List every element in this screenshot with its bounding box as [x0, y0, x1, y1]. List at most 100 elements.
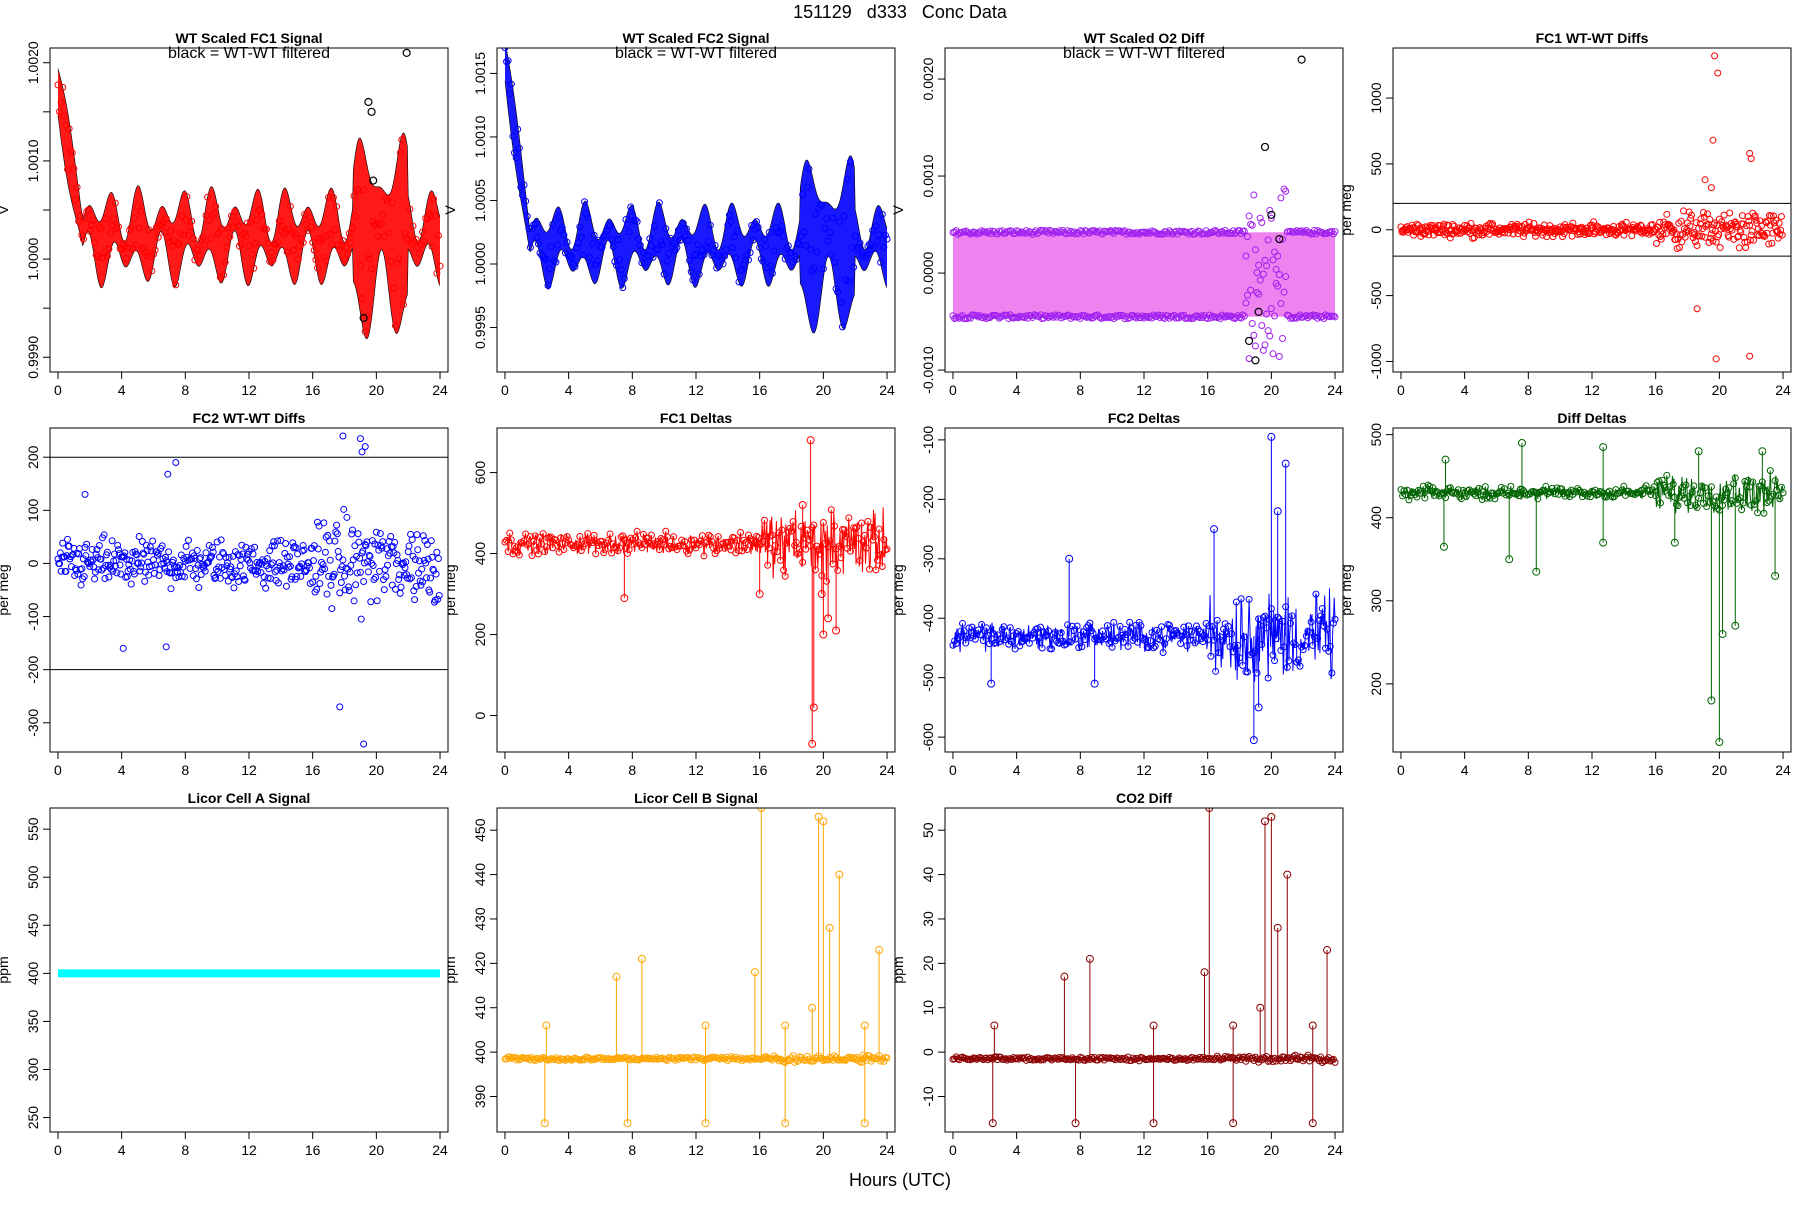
- filtered-point: [1254, 307, 1263, 316]
- data-point: [764, 561, 772, 569]
- data-point: [105, 245, 113, 253]
- data-point: [267, 249, 275, 257]
- data-point: [1142, 635, 1150, 643]
- y-tick-label: 550: [25, 817, 41, 841]
- data-point: [1181, 1055, 1189, 1063]
- data-point: [68, 551, 76, 559]
- data-point: [387, 257, 395, 265]
- x-tick-label: 16: [1200, 382, 1216, 398]
- spike-point: [612, 972, 621, 981]
- data-point: [1037, 1056, 1045, 1064]
- data-point: [512, 1056, 520, 1064]
- data-point: [740, 261, 748, 269]
- data-point: [827, 251, 835, 259]
- data-point: [1243, 1054, 1251, 1062]
- data-point: [1569, 219, 1577, 227]
- data-point: [1253, 269, 1261, 277]
- x-tick-label: 4: [565, 382, 573, 398]
- data-point: [313, 518, 321, 526]
- x-tick-label: 16: [752, 1142, 768, 1158]
- data-point: [745, 531, 753, 539]
- data-point: [1277, 194, 1285, 202]
- data-point: [251, 543, 259, 551]
- data-point: [1709, 237, 1717, 245]
- data-point: [313, 585, 321, 593]
- data-point: [102, 561, 110, 569]
- data-point: [286, 202, 294, 210]
- data-point: [1275, 352, 1283, 360]
- data-point: [612, 261, 620, 269]
- data-point: [1661, 484, 1669, 492]
- data-point: [286, 553, 294, 561]
- data-point: [1239, 311, 1247, 319]
- data-point: [1228, 630, 1236, 638]
- data-point: [413, 531, 421, 539]
- data-point: [525, 540, 533, 548]
- data-point: [600, 232, 608, 240]
- data-point: [1656, 218, 1664, 226]
- data-point: [1682, 481, 1690, 489]
- data-point: [1091, 227, 1099, 235]
- spike-point: [1210, 525, 1219, 534]
- filtered-point: [402, 48, 411, 58]
- y-tick-label: -300: [920, 545, 936, 573]
- spike-point: [1441, 455, 1450, 464]
- data-point: [396, 149, 404, 157]
- data-point: [282, 540, 290, 548]
- data-point: [1130, 230, 1138, 238]
- data-point: [606, 530, 614, 538]
- panel-title: Licor Cell B Signal: [634, 790, 758, 806]
- data-point: [1742, 483, 1750, 491]
- data-point: [652, 246, 660, 254]
- panel-diff-deltas: Diff Deltas per meg 0 4 8 12 16 20 24 200 300 400 50…: [1338, 410, 1792, 778]
- data-point: [1016, 642, 1024, 650]
- data-point: [91, 575, 99, 583]
- x-tick-label: 20: [1264, 1142, 1280, 1158]
- data-point: [873, 556, 881, 564]
- data-point: [321, 548, 329, 556]
- data-point: [372, 528, 380, 536]
- data-point: [1119, 638, 1127, 646]
- data-point: [546, 265, 554, 273]
- data-point: [111, 199, 119, 207]
- data-point: [687, 268, 695, 276]
- data-point: [1234, 1054, 1242, 1062]
- data-point: [197, 571, 205, 579]
- data-point: [220, 271, 228, 279]
- data-point: [326, 230, 334, 238]
- data-point: [600, 549, 608, 557]
- data-point: [738, 547, 746, 555]
- data-point: [880, 243, 888, 251]
- x-tick-label: 12: [1136, 762, 1152, 778]
- data-point: [354, 530, 362, 538]
- data-point: [703, 244, 711, 252]
- data-point: [124, 244, 132, 252]
- data-point: [366, 553, 374, 561]
- data-point: [321, 256, 329, 264]
- data-point: [372, 220, 380, 228]
- data-point: [1232, 598, 1240, 606]
- data-point: [192, 245, 200, 253]
- y-axis-label: per meg: [442, 564, 458, 615]
- data-point: [547, 243, 555, 251]
- data-point: [1194, 313, 1202, 321]
- data-point: [612, 543, 620, 551]
- data-point: [881, 231, 889, 239]
- data-point: [1248, 221, 1256, 229]
- data-point: [542, 543, 550, 551]
- y-axis-label: per meg: [1338, 184, 1354, 235]
- data-point: [1730, 219, 1738, 227]
- data-point: [1279, 235, 1287, 243]
- data-point: [1776, 495, 1784, 503]
- data-point: [831, 258, 839, 266]
- data-point: [145, 226, 153, 234]
- y-tick-label: -200: [920, 485, 936, 513]
- spike-point: [1758, 447, 1767, 456]
- data-point: [1196, 627, 1204, 635]
- y-tick-label: 300: [25, 1058, 41, 1082]
- data-point: [57, 567, 65, 575]
- data-point: [525, 1054, 533, 1062]
- data-point: [135, 224, 143, 232]
- data-point: [1266, 206, 1274, 214]
